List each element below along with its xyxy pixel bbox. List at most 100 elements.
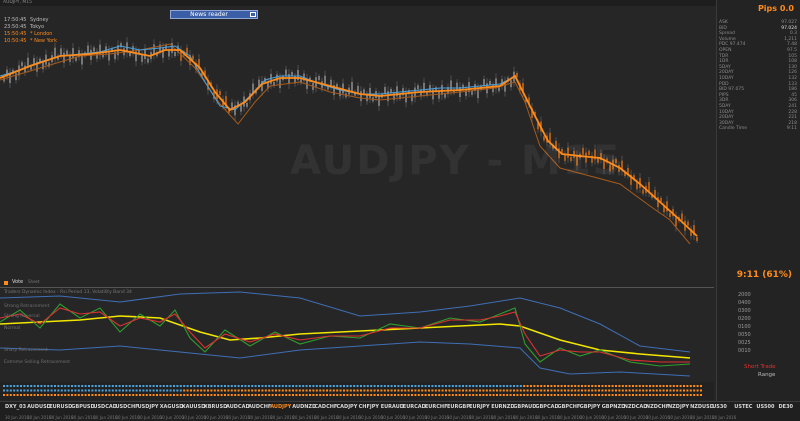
strength-dot — [540, 394, 543, 396]
strength-dot — [346, 385, 349, 387]
symbol-tab[interactable]: CADCHF — [314, 404, 338, 410]
stat-label: OPEN — [719, 48, 732, 53]
strength-dot — [676, 389, 679, 392]
symbol-tab[interactable]: CHFJPY — [358, 404, 380, 410]
symbol-tab[interactable]: DE30 — [778, 404, 794, 410]
candle-body — [144, 49, 146, 59]
candle-body — [99, 44, 101, 55]
symbol-tab[interactable]: EURJPY — [469, 404, 490, 410]
strength-dot — [642, 389, 645, 392]
session-name: * London — [30, 31, 53, 37]
stat-row: Volume 1,211 — [719, 37, 797, 42]
strength-dot — [23, 394, 26, 396]
strength-dot — [101, 389, 104, 392]
strength-dot — [353, 394, 356, 396]
symbol-tab[interactable]: US30 — [712, 404, 727, 410]
strength-dot — [213, 394, 216, 396]
symbol-tab[interactable]: GBPUSD — [71, 404, 95, 410]
symbol-tab[interactable]: EURGBP — [447, 404, 470, 410]
symbol-tab[interactable]: USDJPY — [137, 404, 159, 410]
symbol-tab[interactable]: US500 — [756, 404, 775, 410]
symbol-tab[interactable]: DXY_03 — [5, 404, 27, 410]
symbol-tab[interactable]: NZDCAD — [623, 404, 648, 410]
strength-dot — [635, 394, 638, 396]
window-icon[interactable] — [250, 12, 256, 17]
candle-body — [279, 78, 281, 88]
strength-dot — [356, 385, 359, 387]
symbol-tab[interactable]: AUDJPY — [270, 404, 292, 410]
symbol-tab[interactable]: USTEC — [734, 404, 753, 410]
vote-marker-icon[interactable] — [4, 281, 8, 285]
symbol-tab[interactable]: XBRUSD — [203, 404, 228, 410]
indicator-chart[interactable] — [0, 288, 714, 380]
symbol-tab[interactable]: EURUSD — [49, 404, 73, 410]
strength-dot — [264, 385, 267, 387]
strength-dot — [295, 385, 298, 387]
candle-body — [87, 45, 89, 53]
indicator-level: 0300 — [738, 308, 751, 314]
strength-dot — [16, 394, 19, 396]
strength-dot — [77, 385, 80, 387]
symbol-tab[interactable]: AUDCHF — [248, 404, 272, 410]
strength-dot — [84, 394, 87, 396]
strength-dot — [383, 389, 386, 392]
strength-dot — [343, 385, 345, 387]
news-reader-button[interactable]: News reader — [170, 10, 258, 19]
symbol-tab[interactable]: USDCAD — [93, 404, 117, 410]
strength-dot — [98, 394, 101, 396]
symbol-tab[interactable]: EURCAD — [402, 404, 426, 410]
candle-body — [600, 153, 602, 160]
strength-dot — [125, 385, 128, 387]
symbol-tab[interactable]: CADJPY — [336, 404, 358, 410]
strength-dot — [669, 394, 672, 396]
strength-dot — [570, 394, 573, 396]
symbol-tab[interactable]: AUDNZD — [292, 404, 317, 410]
symbol-tab[interactable]: AUDCAD — [226, 404, 250, 410]
strength-dot — [465, 394, 468, 396]
symbol-tab[interactable]: EURCHF — [424, 404, 448, 410]
candle-body — [453, 89, 455, 94]
candle-body — [378, 95, 380, 106]
price-chart[interactable] — [0, 6, 714, 286]
strength-dot — [465, 389, 468, 392]
strength-dot — [560, 389, 563, 392]
strength-dot — [275, 389, 277, 392]
symbol-tab[interactable]: EURAUD — [380, 404, 404, 410]
candle-body — [477, 88, 479, 99]
symbol-tab[interactable]: AUDUSD — [27, 404, 51, 410]
strength-dot — [50, 394, 53, 396]
strength-dot — [591, 385, 594, 387]
symbol-tab[interactable]: XAGUSD — [159, 404, 184, 410]
symbol-tab[interactable]: USDCHF — [115, 404, 139, 410]
candle-body — [342, 83, 344, 94]
strength-dot — [400, 389, 403, 392]
symbol-tab[interactable]: NZDJPY — [668, 404, 690, 410]
symbol-tab[interactable]: GBPCHF — [557, 404, 581, 410]
strength-dot — [230, 394, 233, 396]
strength-dot — [693, 389, 696, 392]
candle-body — [111, 48, 113, 53]
strength-dot — [445, 389, 447, 392]
strength-dot — [689, 389, 692, 392]
tab-date: 30 Jun 2016 — [181, 415, 206, 420]
strength-dot — [322, 385, 325, 387]
symbol-tab[interactable]: GBPCAD — [535, 404, 559, 410]
strength-dot — [183, 385, 186, 387]
strength-dot — [118, 394, 121, 396]
symbol-tab[interactable]: NZDCHF — [645, 404, 670, 410]
symbol-tab[interactable]: XAUUSD — [181, 404, 206, 410]
strength-dot — [424, 394, 427, 396]
pane-separator[interactable] — [0, 287, 714, 288]
symbol-tab[interactable]: NZDUSD — [690, 404, 714, 410]
symbol-tab[interactable]: GBPJPY — [579, 404, 601, 410]
strength-dot — [43, 389, 46, 392]
strength-dot — [217, 385, 220, 387]
symbol-tab[interactable]: GBPAUD — [513, 404, 537, 410]
candle-body — [633, 175, 635, 180]
strength-dot — [672, 394, 675, 396]
stat-label: PIPS — [719, 92, 729, 98]
strength-dot — [485, 385, 488, 387]
candle-body — [171, 43, 173, 53]
symbol-tab[interactable]: GBPNZD — [601, 404, 626, 410]
symbol-tab[interactable]: EURNZD — [491, 404, 515, 410]
